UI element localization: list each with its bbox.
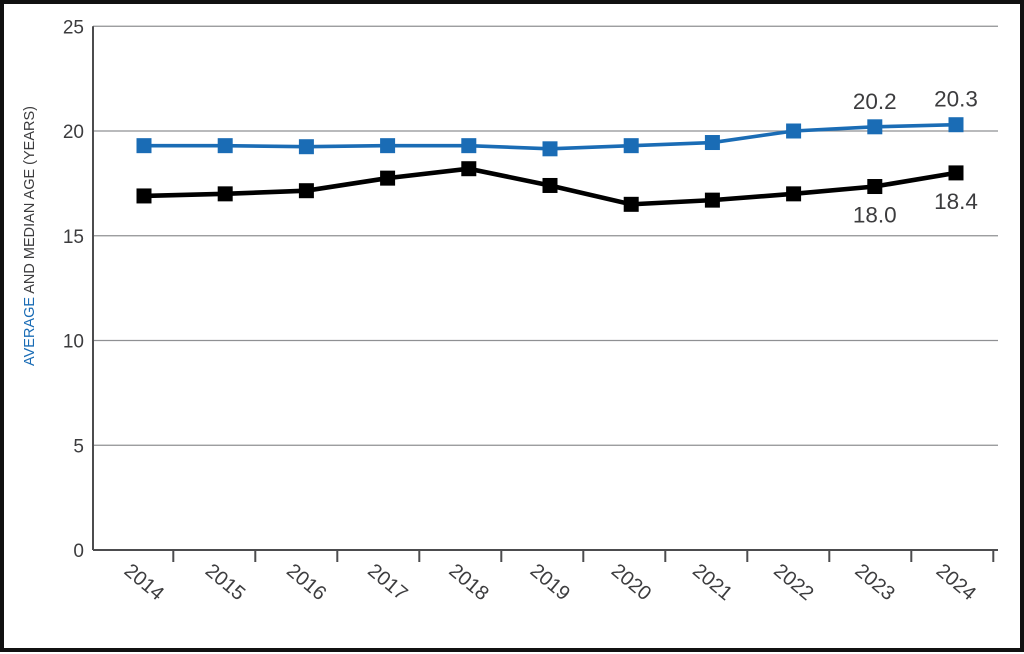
x-tick-label-2019: 2019 xyxy=(526,560,574,605)
y-axis-title: AVERAGE AND MEDIAN AGE (YEARS) xyxy=(22,106,38,366)
y-tick-label-25: 25 xyxy=(63,17,84,38)
marker-average-2021 xyxy=(704,135,720,151)
y-tick-label-20: 20 xyxy=(63,122,84,143)
x-tick-label-2017: 2017 xyxy=(363,560,411,605)
y-tick-label-15: 15 xyxy=(63,227,84,248)
x-tick-label-2014: 2014 xyxy=(120,560,168,605)
marker-median-2021 xyxy=(704,192,720,208)
y-axis-title-highlight: AVERAGE xyxy=(22,297,38,366)
data-label-average-2024: 20.3 xyxy=(934,87,978,112)
marker-average-2018 xyxy=(461,138,477,154)
x-tick-label-2018: 2018 xyxy=(445,560,493,605)
x-tick-label-2022: 2022 xyxy=(769,560,817,605)
marker-median-2022 xyxy=(786,186,802,202)
marker-average-2017 xyxy=(380,138,396,154)
marker-average-2024 xyxy=(948,117,964,133)
marker-median-2016 xyxy=(298,183,314,199)
marker-average-2015 xyxy=(217,138,233,154)
marker-average-2020 xyxy=(623,138,639,154)
data-label-median-2024: 18.4 xyxy=(934,189,978,214)
marker-average-2014 xyxy=(136,138,152,154)
marker-median-2015 xyxy=(217,186,233,202)
x-tick-label-2023: 2023 xyxy=(851,560,899,605)
x-tick-label-2015: 2015 xyxy=(201,560,249,605)
y-tick-label-0: 0 xyxy=(73,541,84,562)
x-tick-label-2021: 2021 xyxy=(688,560,736,605)
marker-median-2018 xyxy=(461,161,477,177)
marker-average-2019 xyxy=(542,141,558,157)
x-tick-label-2020: 2020 xyxy=(607,560,655,605)
data-label-average-2023: 20.2 xyxy=(853,89,897,114)
marker-average-2016 xyxy=(298,139,314,155)
x-tick-label-2016: 2016 xyxy=(282,560,330,605)
x-tick-label-2024: 2024 xyxy=(932,560,980,605)
marker-median-2024 xyxy=(948,165,964,181)
marker-median-2019 xyxy=(542,177,558,193)
marker-median-2014 xyxy=(136,188,152,204)
y-axis-title-rest: AND MEDIAN AGE (YEARS) xyxy=(22,106,38,297)
y-tick-label-5: 5 xyxy=(73,436,84,457)
marker-median-2020 xyxy=(623,196,639,212)
marker-median-2017 xyxy=(380,170,396,186)
data-label-median-2023: 18.0 xyxy=(853,203,897,228)
marker-average-2022 xyxy=(786,123,802,139)
marker-median-2023 xyxy=(867,179,883,195)
marker-average-2023 xyxy=(867,119,883,135)
y-tick-label-10: 10 xyxy=(63,332,84,353)
